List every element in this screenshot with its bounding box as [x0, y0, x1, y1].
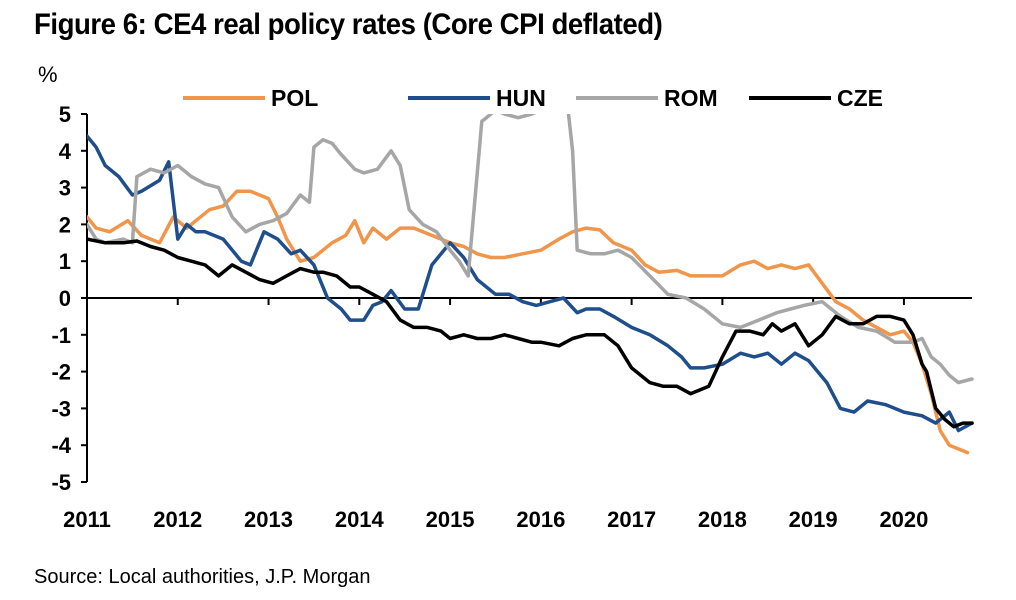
x-tick-label: 2013	[244, 507, 293, 532]
x-tick-label: 2017	[607, 507, 656, 532]
x-tick-label: 2019	[789, 507, 838, 532]
series-lines	[87, 114, 974, 455]
x-axis-tick-marks	[86, 298, 905, 305]
y-tick-label: 0	[59, 286, 71, 311]
chart-title: Figure 6: CE4 real policy rates (Core CP…	[34, 8, 663, 41]
source-note: Source: Local authorities, J.P. Morgan	[34, 566, 371, 588]
legend-label-hun: HUN	[496, 85, 546, 111]
x-tick-label: 2011	[63, 507, 111, 532]
x-tick-label: 2018	[698, 507, 747, 532]
y-axis-unit-label: %	[38, 62, 58, 87]
y-tick-label: 3	[59, 176, 71, 201]
y-tick-label: -3	[51, 396, 71, 421]
y-tick-label: -5	[51, 470, 71, 495]
x-tick-label: 2014	[335, 507, 385, 532]
x-tick-label: 2012	[153, 507, 202, 532]
series-line-cze	[87, 237, 974, 429]
legend: POL HUN ROM CZE	[183, 85, 883, 111]
x-tick-label: 2015	[426, 507, 475, 532]
legend-label-rom: ROM	[664, 85, 718, 111]
y-tick-label: 1	[59, 249, 71, 274]
y-tick-label: -1	[51, 323, 71, 348]
series-line-rom	[87, 114, 974, 385]
y-axis-tick-labels: 5 4 3 2 1 0 -1 -2 -3 -4 -5	[51, 102, 71, 495]
y-tick-label: 2	[59, 212, 71, 237]
y-tick-label: 4	[59, 139, 72, 164]
series-line-pol	[87, 189, 970, 455]
y-axis-tick-marks	[81, 113, 87, 483]
y-tick-label: -2	[51, 360, 71, 385]
legend-label-cze: CZE	[837, 85, 883, 111]
legend-label-pol: POL	[271, 85, 318, 111]
x-tick-label: 2020	[879, 507, 928, 532]
x-tick-label: 2016	[516, 507, 565, 532]
y-tick-label: 5	[59, 102, 71, 127]
x-axis-tick-labels: 2011 2012 2013 2014 2015 2016 2017 2018 2019 2020	[63, 507, 928, 532]
series-line-hun	[87, 134, 974, 433]
y-tick-label: -4	[51, 433, 71, 458]
